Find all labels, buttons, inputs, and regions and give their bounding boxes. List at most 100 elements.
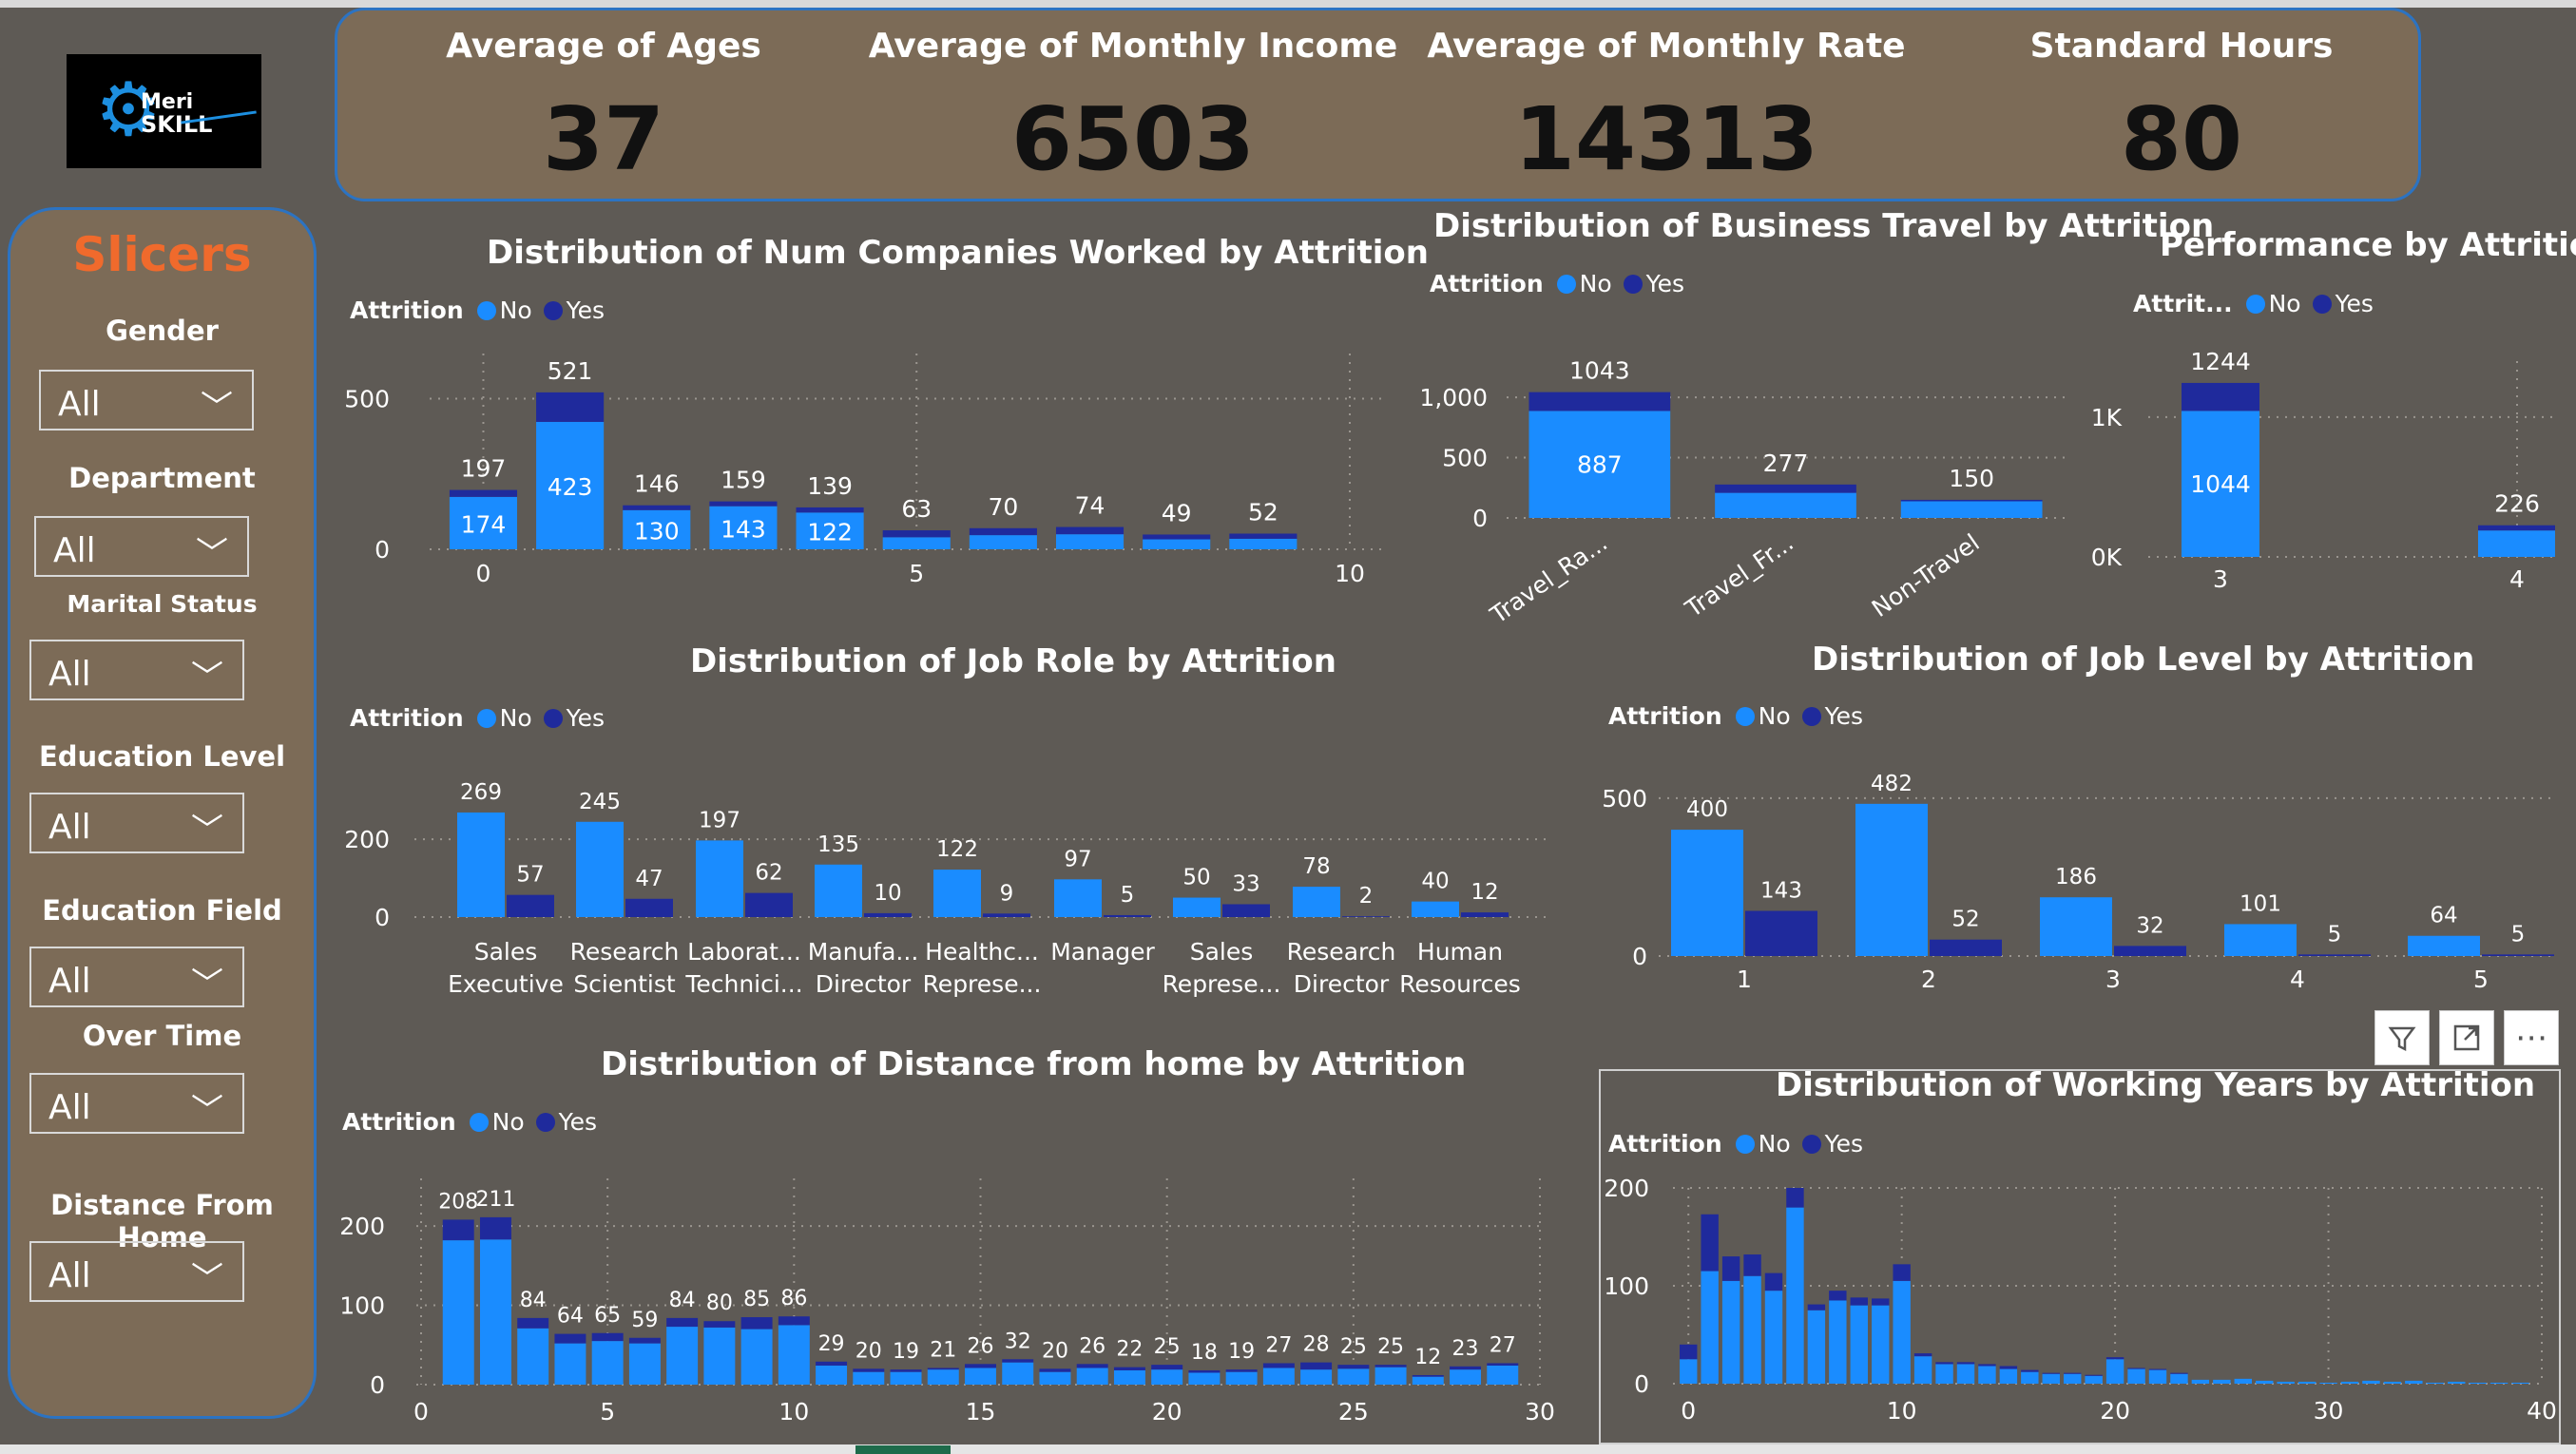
data-label-yes: 5	[2511, 922, 2526, 947]
bar-yes	[1375, 1365, 1407, 1368]
bar-no	[1999, 1368, 2018, 1384]
legend-yes-label[interactable]: Yes	[2335, 290, 2374, 317]
bar-no	[554, 1343, 586, 1385]
data-label-total: 197	[461, 455, 507, 483]
data-label-yes: 52	[1951, 908, 1979, 932]
bar-no	[1872, 1305, 1890, 1384]
data-label-total: 27	[1265, 1333, 1292, 1357]
legend-no-label[interactable]: No	[491, 1108, 525, 1136]
data-label-total: 25	[1340, 1335, 1367, 1359]
data-label-total: 23	[1452, 1337, 1479, 1361]
bar-yes	[816, 1361, 848, 1366]
y-tick-label: 100	[339, 1292, 385, 1320]
legend-no-label[interactable]: No	[1579, 270, 1612, 297]
bar-no	[1229, 538, 1298, 549]
slicer-label-distance-from-home: Distance From Home	[50, 1189, 274, 1253]
bar-no	[1487, 1365, 1519, 1385]
focus-mode-icon[interactable]	[2439, 1010, 2494, 1065]
chevron-down-icon: ﹀	[201, 389, 233, 427]
data-label-total: 146	[634, 470, 680, 498]
slicer-value: All	[48, 1088, 91, 1127]
legend-no-label[interactable]: No	[499, 297, 532, 324]
bar-no	[2469, 1382, 2487, 1384]
legend-yes-label[interactable]: Yes	[558, 1108, 598, 1136]
bar-yes	[1715, 484, 1856, 493]
legend-no-label[interactable]: No	[2268, 290, 2301, 317]
data-label-total: 64	[557, 1305, 584, 1329]
legend-title: Attrition	[1608, 702, 1722, 730]
department-slicer-dropdown[interactable]: All ﹀	[34, 516, 249, 577]
slicer-value: All	[58, 385, 101, 424]
legend-title: Attrition	[350, 297, 464, 324]
bar-yes	[1850, 1297, 1868, 1306]
legend-yes-label[interactable]: Yes	[1824, 1130, 1864, 1157]
x-category-label: Executive	[448, 970, 564, 998]
legend-no-label[interactable]: No	[499, 704, 532, 732]
data-label-total: 25	[1377, 1335, 1404, 1359]
legend-no-dot	[1735, 707, 1755, 726]
education-field-slicer-dropdown[interactable]: All ﹀	[29, 947, 244, 1007]
legend-title: Attrition	[342, 1108, 456, 1136]
bar-yes	[1913, 1353, 1932, 1357]
y-tick-label: 0	[375, 536, 390, 564]
bar-yes	[2298, 954, 2371, 956]
legend-yes-label[interactable]: Yes	[1645, 270, 1685, 297]
more-options-button[interactable]: ⋯	[2504, 1010, 2559, 1065]
bar-no	[1375, 1367, 1407, 1385]
bar-no	[816, 1365, 848, 1385]
legend-no-label[interactable]: No	[1758, 1130, 1791, 1157]
bar-yes	[1528, 392, 1671, 411]
bar-yes	[2182, 382, 2259, 411]
x-category-label: Healthc...	[925, 938, 1039, 966]
legend-title: Attrition	[1608, 1130, 1722, 1157]
legend-yes-label[interactable]: Yes	[1824, 702, 1864, 730]
bar-yes	[965, 1364, 996, 1368]
data-label-total: 25	[1154, 1335, 1181, 1359]
bar-no	[1173, 897, 1221, 917]
slicer-label-gender: Gender	[106, 315, 219, 347]
bar-no	[2148, 1369, 2167, 1384]
data-label-yes: 2	[1359, 884, 1374, 909]
bar-yes	[2127, 1368, 2145, 1369]
legend-yes-label[interactable]: Yes	[566, 297, 606, 324]
travel-chart-title: Distribution of Business Travel by Attri…	[1433, 207, 2215, 245]
legend-yes-dot	[543, 709, 563, 728]
marital-status-slicer-dropdown[interactable]: All ﹀	[29, 640, 244, 700]
bar-yes	[623, 505, 691, 510]
education-level-slicer-dropdown[interactable]: All ﹀	[29, 793, 244, 853]
bar-no	[778, 1325, 810, 1385]
data-label-yes: 10	[874, 881, 901, 906]
distance-from-home-slicer-dropdown[interactable]: All ﹀	[29, 1241, 244, 1302]
bar-yes	[554, 1333, 586, 1344]
legend-no-label[interactable]: No	[1758, 702, 1791, 730]
gender-slicer-dropdown[interactable]: All ﹀	[39, 370, 254, 430]
x-category-label: 4	[2509, 565, 2525, 593]
bar-yes	[745, 892, 793, 917]
data-label-inner: 143	[721, 515, 766, 543]
legend-yes-label[interactable]: Yes	[566, 704, 606, 732]
filter-icon[interactable]	[2374, 1010, 2430, 1065]
bar-yes	[969, 527, 1037, 536]
bar-no	[1680, 1359, 1698, 1384]
y-tick-label: 500	[1442, 445, 1488, 472]
bar-no	[442, 1240, 474, 1385]
bar-no	[1300, 1369, 1333, 1385]
bar-no	[1715, 492, 1856, 518]
bar-yes	[1055, 526, 1125, 535]
bar-yes	[1978, 1364, 1996, 1367]
bar-yes	[1151, 1365, 1183, 1370]
workyears-chart-title: Distribution of Working Years by Attriti…	[1776, 1066, 2536, 1104]
over-time-slicer-dropdown[interactable]: All ﹀	[29, 1073, 244, 1134]
data-label-yes: 143	[1760, 878, 1802, 903]
active-page-tab[interactable]	[855, 1445, 951, 1454]
bar-yes	[1956, 1362, 1975, 1365]
bar-no	[479, 1239, 511, 1385]
bar-no	[1900, 501, 2043, 518]
bar-no	[2170, 1373, 2188, 1384]
bar-yes	[625, 898, 673, 917]
slicer-label-over-time: Over Time	[82, 1020, 242, 1052]
bar-yes	[536, 392, 605, 422]
data-label-no: 186	[2055, 865, 2097, 890]
kpi-value: 80	[2120, 88, 2243, 190]
